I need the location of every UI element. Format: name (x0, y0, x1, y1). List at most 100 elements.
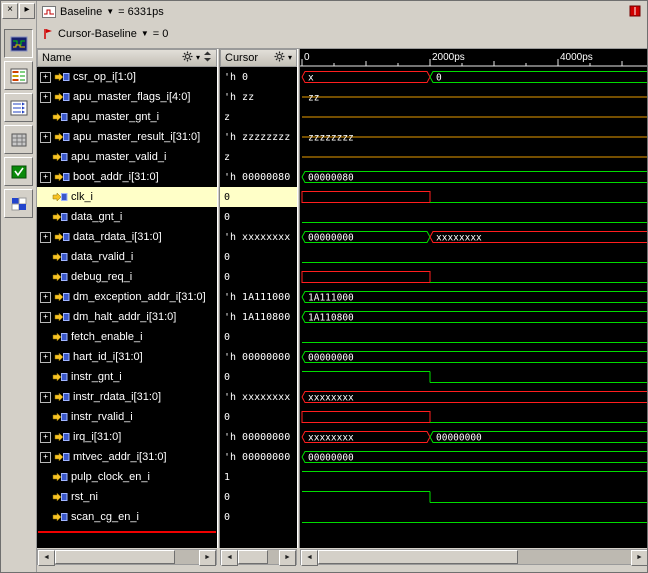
signal-row[interactable]: + hart_id_i[31:0] (37, 347, 217, 367)
cursor-value-cell[interactable]: 'h 1A111000 (224, 291, 291, 303)
name-scrollbar[interactable]: ◄ ► (37, 549, 217, 566)
scroll-right-icon[interactable]: ► (631, 550, 647, 566)
waveform-window-icon[interactable] (4, 29, 33, 58)
gear-icon[interactable] (274, 51, 285, 65)
waveform-row[interactable]: 00000000 (300, 347, 647, 367)
cursor-value-cell[interactable]: 'h xxxxxxxx (224, 391, 291, 403)
scrollbar-track[interactable] (238, 550, 279, 564)
cursor-value-cell[interactable]: 'h 00000080 (224, 171, 291, 183)
signal-row[interactable]: rst_ni (37, 487, 217, 507)
signal-row[interactable]: + apu_master_result_i[31:0] (37, 127, 217, 147)
name-menu-icon[interactable]: ▾ (195, 53, 200, 62)
signal-row[interactable]: apu_master_valid_i (37, 147, 217, 167)
sort-icon[interactable] (203, 51, 212, 65)
cursor-value-cell[interactable]: 'h 00000000 (224, 351, 291, 363)
cursor-value-cell[interactable]: 'h 0 (224, 71, 249, 83)
signal-row[interactable]: + dm_exception_addr_i[31:0] (37, 287, 217, 307)
cursor-value-cell[interactable]: 0 (224, 251, 231, 263)
waveform-row[interactable] (300, 507, 647, 527)
scrollbar-thumb[interactable] (55, 550, 175, 564)
signal-row[interactable]: pulp_clock_en_i (37, 467, 217, 487)
name-cursor-splitter[interactable] (217, 49, 220, 548)
cursor-value-cell[interactable]: 0 (224, 491, 231, 503)
scroll-right-icon[interactable]: ► (279, 550, 296, 566)
signal-row[interactable]: data_rvalid_i (37, 247, 217, 267)
cursor-value-cell[interactable]: 0 (224, 371, 231, 383)
cursor-value-cell[interactable]: 1 (224, 471, 231, 483)
signal-row[interactable]: scan_cg_en_i (37, 507, 217, 527)
cursor-value-cell[interactable]: 'h 00000000 (224, 431, 291, 443)
waveform-row[interactable]: zz (300, 87, 647, 107)
waveform-row[interactable] (300, 407, 647, 427)
waveform-row[interactable]: xxxxxxxx (300, 387, 647, 407)
waveform-row[interactable] (300, 487, 647, 507)
scroll-left-icon[interactable]: ◄ (301, 550, 318, 566)
cursor-scrollbar[interactable]: ◄ ► (220, 549, 297, 566)
signal-row[interactable]: instr_gnt_i (37, 367, 217, 387)
scroll-left-icon[interactable]: ◄ (221, 550, 238, 566)
signal-row[interactable]: + irq_i[31:0] (37, 427, 217, 447)
waveform-row[interactable]: 00000080 (300, 167, 647, 187)
cursor-column-header[interactable]: Cursor ▾ (220, 49, 297, 67)
checker-pattern-icon[interactable] (4, 189, 33, 218)
expander-icon[interactable]: + (40, 391, 51, 403)
cursor-menu-icon[interactable]: ▾ (287, 53, 292, 62)
baseline-dropdown-icon[interactable]: ▼ (106, 7, 115, 16)
cursor-value-cell[interactable]: 0 (224, 271, 231, 283)
waveform-row[interactable] (300, 327, 647, 347)
bus-expand-icon[interactable] (4, 93, 33, 122)
cursor-value-cell[interactable]: z (224, 151, 231, 163)
cursor-value-cell[interactable]: 'h zzzzzzzz (224, 131, 291, 143)
waveform-row[interactable] (300, 207, 647, 227)
signal-row[interactable]: data_gnt_i (37, 207, 217, 227)
wave-scrollbar[interactable]: ◄ ► (300, 549, 647, 566)
run-check-icon[interactable] (4, 157, 33, 186)
scroll-left-icon[interactable]: ◄ (38, 550, 55, 566)
close-icon[interactable]: × (2, 3, 18, 19)
baseline-flag-icon[interactable] (629, 5, 641, 20)
timeline-ruler[interactable]: 0 2000ps 4000ps (300, 49, 647, 67)
waveform-row[interactable]: 1A110800 (300, 307, 647, 327)
memory-view-icon[interactable] (4, 125, 33, 154)
waveform-row[interactable] (300, 467, 647, 487)
signal-row[interactable]: + mtvec_addr_i[31:0] (37, 447, 217, 467)
expander-icon[interactable]: + (40, 291, 51, 303)
scrollbar-track[interactable] (318, 550, 631, 564)
cursor-value-cell[interactable]: 'h 00000000 (224, 451, 291, 463)
scrollbar-track[interactable] (55, 550, 199, 564)
cursor-value-cell[interactable]: 0 (224, 411, 231, 423)
waveform-row[interactable] (300, 367, 647, 387)
expander-icon[interactable]: + (40, 71, 51, 83)
signal-row[interactable]: instr_rvalid_i (37, 407, 217, 427)
waveform-row[interactable]: zzzzzzzz (300, 127, 647, 147)
cursor-value-cell[interactable]: 0 (220, 187, 297, 207)
signal-row[interactable]: clk_i (37, 187, 217, 207)
scrollbar-thumb[interactable] (238, 550, 268, 564)
waveform-row[interactable]: 00000000 xxxxxxxx (300, 227, 647, 247)
cursor-value-cell[interactable]: 'h xxxxxxxx (224, 231, 291, 243)
cursor-value-cell[interactable]: 'h 1A110800 (224, 311, 291, 323)
cursor-value-cell[interactable]: 'h zz (224, 91, 255, 103)
signal-row[interactable]: + csr_op_i[1:0] (37, 67, 217, 87)
expander-icon[interactable]: + (40, 311, 51, 323)
expander-icon[interactable]: + (40, 451, 51, 463)
waveform-row[interactable] (300, 107, 647, 127)
expander-icon[interactable]: + (40, 171, 51, 183)
cursor-wave-splitter[interactable] (297, 49, 300, 548)
expander-icon[interactable]: + (40, 231, 51, 243)
signal-row[interactable]: debug_req_i (37, 267, 217, 287)
signal-list-icon[interactable] (4, 61, 33, 90)
signal-row[interactable]: apu_master_gnt_i (37, 107, 217, 127)
cursor-value-cell[interactable]: z (224, 111, 231, 123)
signal-row[interactable]: + boot_addr_i[31:0] (37, 167, 217, 187)
cursor-value-cell[interactable]: 0 (224, 331, 231, 343)
signal-row[interactable]: fetch_enable_i (37, 327, 217, 347)
name-column-header[interactable]: Name ▾ (37, 49, 217, 67)
waveform-row[interactable] (300, 247, 647, 267)
expander-icon[interactable]: + (40, 91, 51, 103)
signal-row[interactable]: + dm_halt_addr_i[31:0] (37, 307, 217, 327)
waveform-row[interactable]: xxxxxxxx 00000000 (300, 427, 647, 447)
scroll-right-icon[interactable]: ► (199, 550, 216, 566)
scrollbar-thumb[interactable] (318, 550, 518, 564)
